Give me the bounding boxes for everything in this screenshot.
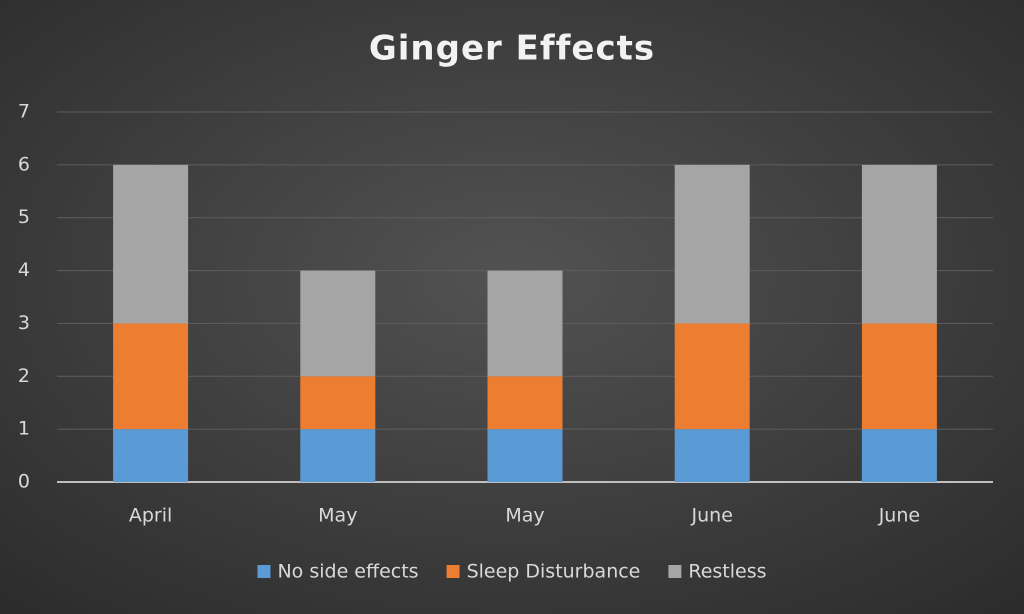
bar-segment	[861, 323, 937, 430]
y-tick-label: 5	[18, 206, 30, 228]
x-tick-label: June	[878, 505, 920, 527]
bar-segment	[300, 376, 376, 430]
bar-segment	[113, 429, 189, 482]
bar-segment	[300, 270, 376, 377]
y-tick-label: 4	[18, 259, 30, 281]
bar-segment	[487, 429, 563, 482]
legend-label: Sleep Disturbance	[467, 561, 641, 583]
y-tick-label: 6	[18, 153, 30, 175]
legend-label: Restless	[688, 561, 766, 583]
bar-segment	[113, 323, 189, 430]
legend-label: No side effects	[277, 561, 418, 583]
chart-title: Ginger Effects	[369, 29, 655, 69]
bar-segment	[674, 323, 750, 430]
bar-segment	[487, 270, 563, 377]
y-tick-label: 7	[18, 101, 30, 123]
legend-swatch	[668, 565, 682, 578]
bar-segment	[861, 429, 937, 482]
bar-segment	[487, 376, 563, 430]
bar-segment	[674, 429, 750, 482]
x-tick-label: May	[505, 505, 544, 527]
x-tick-label: May	[318, 505, 357, 527]
legend-swatch	[446, 565, 460, 578]
bar-segment	[861, 164, 937, 324]
x-tick-label: June	[691, 505, 733, 527]
y-tick-label: 3	[18, 312, 30, 334]
x-tick-label: April	[129, 505, 172, 527]
bar-segment	[113, 164, 189, 324]
bar-segment	[300, 429, 376, 482]
y-tick-label: 1	[18, 418, 30, 440]
bar-segment	[674, 164, 750, 324]
y-tick-label: 2	[18, 365, 30, 387]
legend-swatch	[257, 565, 271, 578]
y-tick-label: 0	[18, 471, 30, 493]
